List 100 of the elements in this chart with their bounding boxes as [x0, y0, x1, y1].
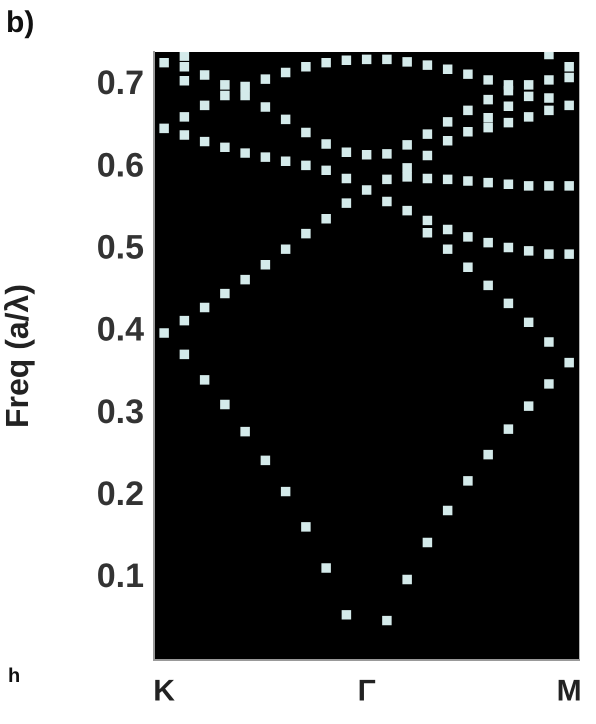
point	[524, 181, 534, 191]
point	[220, 80, 230, 90]
point	[564, 100, 574, 110]
point	[321, 563, 331, 573]
point	[442, 506, 452, 516]
point	[220, 288, 230, 298]
point	[422, 150, 432, 160]
point	[564, 181, 574, 191]
point	[483, 178, 493, 188]
point	[342, 55, 352, 65]
point	[159, 124, 169, 134]
point	[544, 75, 554, 85]
point	[321, 166, 331, 176]
point	[240, 274, 250, 284]
point	[402, 206, 412, 216]
point	[422, 60, 432, 70]
point	[382, 196, 392, 206]
point	[382, 54, 392, 64]
point	[301, 522, 311, 532]
point	[463, 476, 473, 486]
point	[200, 302, 210, 312]
y-tick-label: 0.1	[96, 557, 144, 596]
point	[220, 142, 230, 152]
point	[422, 538, 432, 548]
point	[463, 262, 473, 272]
point	[260, 260, 270, 270]
point	[280, 114, 290, 124]
point	[342, 147, 352, 157]
point	[564, 358, 574, 368]
point	[180, 62, 190, 72]
point	[180, 112, 190, 122]
point	[402, 140, 412, 150]
point	[220, 400, 230, 410]
point	[483, 94, 493, 104]
point	[321, 214, 331, 224]
point	[220, 90, 230, 100]
point	[422, 129, 432, 139]
point	[544, 93, 554, 103]
point	[504, 80, 514, 90]
point	[483, 450, 493, 460]
point	[544, 249, 554, 259]
point	[442, 244, 452, 254]
point	[342, 174, 352, 184]
point	[260, 456, 270, 466]
point	[260, 102, 270, 112]
point	[200, 70, 210, 80]
point	[200, 100, 210, 110]
point	[564, 249, 574, 259]
y-tick-label: 0.2	[96, 475, 144, 514]
point	[301, 160, 311, 170]
point	[463, 232, 473, 242]
point	[544, 52, 554, 60]
point	[483, 112, 493, 122]
point	[159, 58, 169, 68]
y-tick-label: 0.4	[96, 310, 144, 349]
point	[280, 486, 290, 496]
x-tick-label: M	[556, 674, 582, 708]
point	[442, 117, 452, 127]
point	[544, 181, 554, 191]
point	[463, 126, 473, 136]
point	[422, 228, 432, 238]
point	[382, 174, 392, 184]
y-tick-label: 0.3	[96, 392, 144, 431]
point	[524, 80, 534, 90]
point	[442, 64, 452, 74]
x-tick-label: Γ	[358, 674, 376, 708]
point	[321, 139, 331, 149]
point	[524, 246, 534, 256]
point	[504, 424, 514, 434]
point	[544, 379, 554, 389]
point	[524, 318, 534, 328]
point	[402, 574, 412, 584]
point	[180, 76, 190, 86]
point	[280, 156, 290, 166]
point	[504, 118, 514, 128]
point	[382, 149, 392, 159]
point	[483, 280, 493, 290]
point	[362, 185, 372, 195]
point	[422, 216, 432, 226]
point	[301, 228, 311, 238]
point	[342, 610, 352, 620]
y-tick-label: 0.5	[96, 228, 144, 267]
point	[280, 244, 290, 254]
text: h	[8, 665, 20, 687]
point	[524, 401, 534, 411]
point	[180, 350, 190, 360]
point	[442, 174, 452, 184]
point	[240, 82, 250, 92]
point	[504, 242, 514, 252]
point	[240, 426, 250, 436]
point	[321, 58, 331, 68]
point	[524, 92, 534, 102]
point	[564, 62, 574, 72]
text: b)	[6, 6, 34, 39]
point	[402, 57, 412, 67]
point	[402, 163, 412, 173]
point	[483, 75, 493, 85]
x-tick-label: K	[153, 674, 176, 708]
point	[362, 150, 372, 160]
point	[463, 69, 473, 79]
